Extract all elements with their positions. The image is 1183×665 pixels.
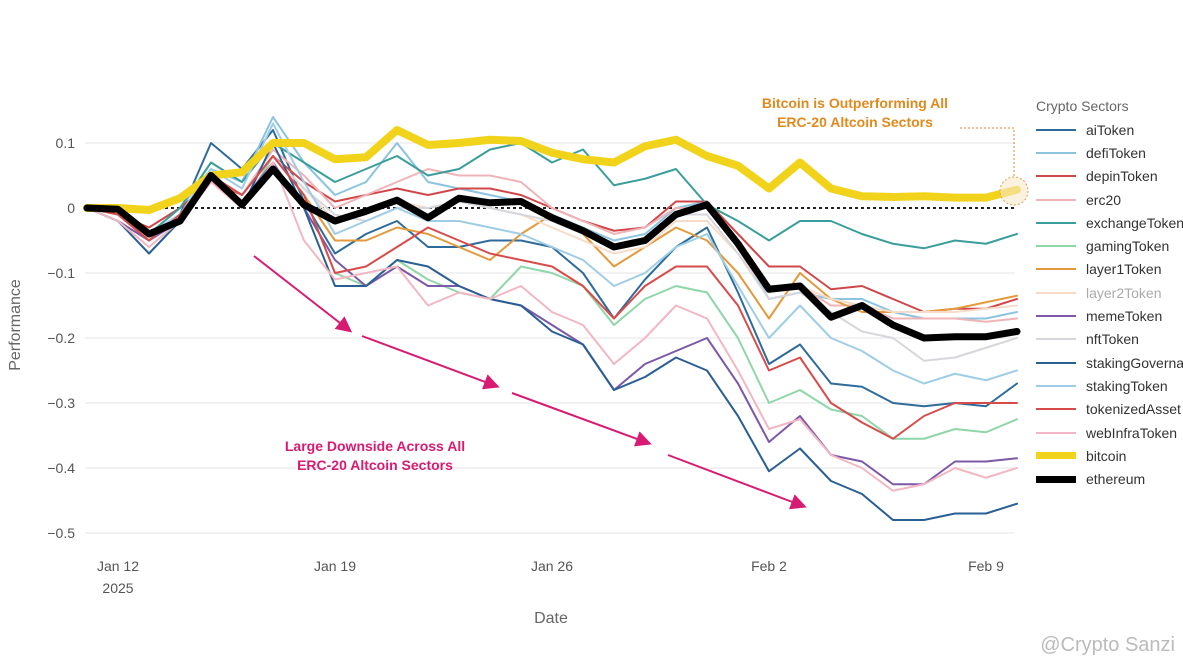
x-tick-label: Jan 12 bbox=[97, 558, 139, 574]
legend-item-bitcoin[interactable]: bitcoin bbox=[1026, 444, 1183, 467]
y-axis-label: Performance bbox=[7, 279, 24, 371]
legend-swatch bbox=[1036, 151, 1076, 154]
legend-item-layer1Token[interactable]: layer1Token bbox=[1026, 258, 1183, 281]
downside-arrow bbox=[667, 454, 807, 510]
legend-swatch bbox=[1036, 384, 1076, 387]
series-line-tokenizedAsset bbox=[86, 155, 1018, 440]
legend-label: layer1Token bbox=[1086, 261, 1162, 278]
legend-swatch bbox=[1036, 245, 1076, 248]
x-tick-label: Feb 2 bbox=[751, 558, 787, 574]
legend-swatch bbox=[1036, 408, 1076, 411]
annotation-line: ERC-20 Altcoin Sectors bbox=[777, 114, 933, 130]
legend-label: stakingToken bbox=[1086, 377, 1168, 394]
y-tick-label: −0.4 bbox=[47, 460, 75, 476]
legend-swatch bbox=[1036, 291, 1076, 294]
legend-item-gamingToken[interactable]: gamingToken bbox=[1026, 234, 1183, 257]
x-axis-label: Date bbox=[534, 610, 568, 627]
legend-swatch bbox=[1036, 198, 1076, 201]
y-tick-label: −0.2 bbox=[47, 330, 75, 346]
legend-label: memeToken bbox=[1086, 308, 1163, 325]
legend-label: stakingGovernance bbox=[1086, 354, 1183, 371]
bitcoin-highlight-circle bbox=[999, 176, 1029, 206]
y-tick-label: −0.3 bbox=[47, 395, 75, 411]
legend-item-memeToken[interactable]: memeToken bbox=[1026, 304, 1183, 327]
legend-item-defiToken[interactable]: defiToken bbox=[1026, 141, 1183, 164]
legend-label: gamingToken bbox=[1086, 238, 1170, 255]
legend-item-exchangeToken[interactable]: exchangeToken bbox=[1026, 211, 1183, 234]
legend-item-ethereum[interactable]: ethereum bbox=[1026, 467, 1183, 490]
x-tick-sublabel: 2025 bbox=[102, 580, 133, 596]
legend-label: depinToken bbox=[1086, 168, 1158, 185]
legend: Crypto Sectors aiToken defiToken depinToke… bbox=[1026, 98, 1183, 491]
legend-swatch bbox=[1036, 338, 1076, 341]
bitcoin-annotation: Bitcoin is Outperforming All ERC-20 Altc… bbox=[735, 94, 975, 132]
legend-item-stakingToken[interactable]: stakingToken bbox=[1026, 374, 1183, 397]
legend-swatch bbox=[1036, 431, 1076, 434]
legend-label: nftToken bbox=[1086, 331, 1139, 348]
series-line-memeToken bbox=[86, 161, 1018, 486]
legend-label: exchangeToken bbox=[1086, 214, 1183, 231]
annotation-line: Large Downside Across All bbox=[284, 438, 466, 454]
legend-item-nftToken[interactable]: nftToken bbox=[1026, 328, 1183, 351]
legend-swatch bbox=[1036, 128, 1076, 131]
callout-line bbox=[960, 127, 1015, 177]
series-line-stakingToken bbox=[86, 122, 1018, 385]
legend-item-webInfraToken[interactable]: webInfraToken bbox=[1026, 421, 1183, 444]
legend-label: tokenizedAsset bbox=[1086, 401, 1181, 418]
annotation-line: Bitcoin is Outperforming All bbox=[761, 95, 949, 111]
y-tick-label: 0 bbox=[67, 200, 75, 216]
x-tick-label: Jan 19 bbox=[314, 558, 356, 574]
x-tick-label: Jan 26 bbox=[531, 558, 573, 574]
legend-swatch bbox=[1036, 221, 1076, 224]
downside-arrow bbox=[361, 335, 500, 390]
legend-item-aiToken[interactable]: aiToken bbox=[1026, 118, 1183, 141]
legend-title: Crypto Sectors bbox=[1036, 98, 1129, 114]
series-line-webInfraToken bbox=[86, 161, 1018, 492]
y-tick-label: −0.5 bbox=[47, 525, 75, 541]
legend-swatch bbox=[1036, 315, 1076, 318]
y-tick-label: 0.1 bbox=[56, 135, 76, 151]
legend-label: webInfraToken bbox=[1086, 424, 1178, 441]
downside-arrow bbox=[253, 255, 353, 333]
downside-annotation: Large Downside Across All ERC-20 Altcoin… bbox=[255, 437, 495, 475]
legend-swatch bbox=[1036, 268, 1076, 271]
legend-item-stakingGovernance[interactable]: stakingGovernance bbox=[1026, 351, 1183, 374]
legend-label: bitcoin bbox=[1086, 447, 1127, 464]
y-tick-label: −0.1 bbox=[47, 265, 75, 281]
downside-arrow bbox=[511, 392, 652, 447]
watermark: @Crypto Sanzi bbox=[1040, 634, 1175, 656]
x-tick-label: Feb 9 bbox=[968, 558, 1004, 574]
legend-label: erc20 bbox=[1086, 191, 1122, 208]
series-line-layer1Token bbox=[86, 155, 1018, 320]
legend-swatch bbox=[1036, 475, 1076, 483]
legend-item-tokenizedAsset[interactable]: tokenizedAsset bbox=[1026, 398, 1183, 421]
series-line-bitcoin bbox=[83, 126, 1021, 214]
legend-label: aiToken bbox=[1086, 121, 1135, 138]
legend-label: layer2Token bbox=[1086, 284, 1162, 301]
legend-label: defiToken bbox=[1086, 144, 1146, 161]
legend-swatch bbox=[1036, 452, 1076, 460]
annotation-line: ERC-20 Altcoin Sectors bbox=[297, 457, 453, 473]
series-line-ethereum bbox=[83, 165, 1021, 342]
legend-item-layer2Token[interactable]: layer2Token bbox=[1026, 281, 1183, 304]
legend-label: ethereum bbox=[1086, 471, 1146, 488]
legend-swatch bbox=[1036, 361, 1076, 364]
legend-swatch bbox=[1036, 175, 1076, 178]
legend-item-depinToken[interactable]: depinToken bbox=[1026, 165, 1183, 188]
series-line-exchangeToken bbox=[86, 142, 1018, 250]
legend-item-erc20[interactable]: erc20 bbox=[1026, 188, 1183, 211]
